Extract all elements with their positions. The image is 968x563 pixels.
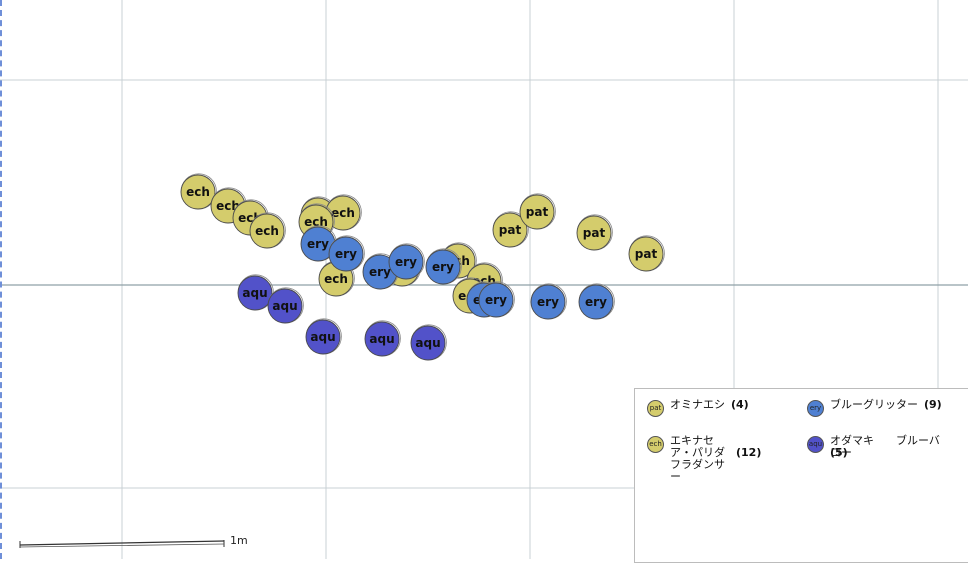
plant-code-label: ery	[485, 293, 507, 307]
plant-code-label: ech	[186, 185, 210, 199]
plant-marker-aqu[interactable]: aqu	[305, 318, 342, 355]
plant-circle	[267, 288, 303, 324]
legend-label: エキナセア・パリダ フラダンサー	[670, 434, 725, 483]
legend-item-ery: ery ブルーグリッター (9)	[807, 399, 942, 417]
plant-code-label: ech	[331, 206, 355, 220]
plant-marker-aqu[interactable]: aqu	[237, 274, 274, 311]
legend-panel: pat オミナエシ (4) ery ブルーグリッター (9) ech エキナセア…	[634, 388, 968, 563]
plant-code-label: aqu	[369, 332, 394, 346]
legend-item-aqu: aqu オダマキ ブルーバロー (5)	[807, 435, 940, 459]
legend-item-pat: pat オミナエシ (4)	[647, 399, 749, 417]
plant-marker-ery[interactable]: ery	[478, 281, 515, 318]
legend-count: (4)	[731, 398, 749, 411]
legend-item-ech: ech エキナセア・パリダ フラダンサー (12)	[647, 435, 761, 483]
plant-code-label: aqu	[310, 330, 335, 344]
plant-circle	[530, 284, 566, 320]
plant-circle	[628, 236, 664, 272]
plant-marker-ery[interactable]: ery	[578, 283, 615, 320]
legend-swatch-aqu: aqu	[807, 436, 824, 453]
scale-label: 1m	[230, 534, 248, 547]
plant-code-label: pat	[635, 247, 658, 261]
plant-marker-ery[interactable]: ery	[425, 248, 462, 285]
plant-circle	[305, 319, 341, 355]
plant-code-label: ery	[307, 237, 329, 251]
plant-marker-pat[interactable]: pat	[519, 193, 556, 230]
plant-circle	[478, 282, 514, 318]
plant-code-label: ery	[335, 247, 357, 261]
plant-marker-aqu[interactable]: aqu	[364, 320, 401, 357]
plant-code-label: aqu	[272, 299, 297, 313]
plant-marker-pat[interactable]: pat	[492, 211, 529, 248]
plant-marker-aqu[interactable]: aqu	[267, 287, 304, 324]
legend-label: ブルーグリッター	[830, 398, 918, 411]
legend-swatch-pat: pat	[647, 400, 664, 417]
plant-circle	[328, 236, 364, 272]
plant-code-label: ery	[369, 265, 391, 279]
legend-label: オミナエシ	[670, 398, 725, 411]
plant-code-label: ery	[585, 295, 607, 309]
legend-label: オダマキ ブルーバロー	[830, 434, 940, 459]
plant-code-label: pat	[583, 226, 606, 240]
plant-marker-ech[interactable]: ech	[180, 173, 217, 210]
plant-code-label: ech	[304, 215, 328, 229]
plant-markers: echechechechechechechechechechechechpatp…	[180, 173, 665, 361]
legend-count: (5)	[830, 446, 848, 459]
plant-circle	[425, 249, 461, 285]
plant-circle	[519, 194, 555, 230]
legend-swatch-ech: ech	[647, 436, 664, 453]
legend-count: (12)	[736, 446, 762, 459]
plant-circle	[578, 284, 614, 320]
plant-code-label: aqu	[415, 336, 440, 350]
plant-marker-pat[interactable]: pat	[628, 235, 665, 272]
plant-code-label: ech	[216, 199, 240, 213]
plant-code-label: pat	[499, 223, 522, 237]
plant-circle	[410, 325, 446, 361]
plant-marker-ech[interactable]: ech	[249, 212, 286, 249]
plant-code-label: ery	[537, 295, 559, 309]
plant-code-label: aqu	[242, 286, 267, 300]
plant-circle	[388, 244, 424, 280]
plant-marker-ery[interactable]: ery	[328, 235, 365, 272]
plant-code-label: ech	[324, 272, 348, 286]
plant-circle	[492, 212, 528, 248]
legend-swatch-ery: ery	[807, 400, 824, 417]
scale-bar	[19, 540, 225, 548]
plant-marker-aqu[interactable]: aqu	[410, 324, 447, 361]
plant-circle	[576, 215, 612, 251]
page-edge-guide	[0, 0, 2, 559]
plant-code-label: ery	[395, 255, 417, 269]
plant-circle	[364, 321, 400, 357]
plant-circle	[180, 174, 216, 210]
plant-code-label: pat	[526, 205, 549, 219]
plant-marker-ery[interactable]: ery	[388, 243, 425, 280]
legend-count: (9)	[924, 398, 942, 411]
plant-code-label: ech	[255, 224, 279, 238]
plant-code-label: ery	[432, 260, 454, 274]
plant-marker-ery[interactable]: ery	[530, 283, 567, 320]
plant-circle	[237, 275, 273, 311]
plant-circle	[249, 213, 285, 249]
plant-marker-pat[interactable]: pat	[576, 214, 613, 251]
